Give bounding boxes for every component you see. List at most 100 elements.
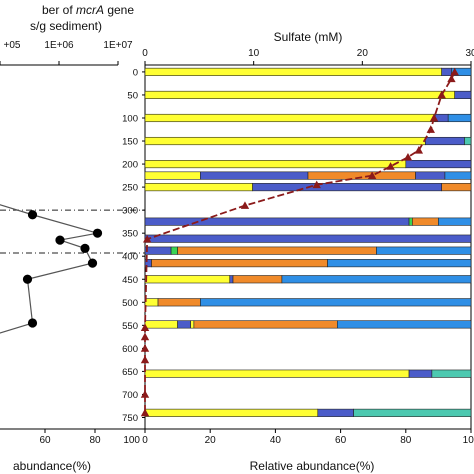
left-bottom-tick-label: 100: [123, 435, 140, 446]
sulfate-point: [386, 162, 395, 170]
mcra-point: [80, 243, 90, 253]
left-bottom-tick-label: 80: [89, 435, 101, 446]
mcra-point: [27, 210, 38, 220]
bar-segment-yellow: [144, 183, 253, 192]
bar-segment-yellow: [144, 90, 456, 99]
left-x-axis-label: abundance(%): [13, 459, 91, 473]
abundance-ticks: 0 20 40 60 80 100: [142, 429, 474, 446]
bar-segment-yellow: [144, 113, 436, 123]
bar-segment-indigo: [408, 369, 433, 378]
bar-segment-indigo: [405, 160, 472, 169]
abundance-tick-label: 20: [205, 435, 217, 446]
bar-segment-yellow: [144, 171, 201, 180]
sulfate-point: [140, 390, 150, 398]
bar-segment-yellow: [144, 136, 426, 146]
sulfate-point: [240, 201, 250, 209]
bar-segment-orange: [232, 275, 283, 284]
depth-tick-label: 50: [127, 90, 138, 101]
sulfate-point: [140, 332, 150, 341]
bar-segment-green: [408, 217, 413, 226]
depth-tick-label: 100: [122, 113, 138, 124]
left-panel: ber of mcrA gene s/g sediment) +05 1E+06 1…: [0, 3, 146, 473]
abundance-tick-label: 40: [270, 435, 282, 446]
depth-tick-label: 200: [122, 160, 138, 171]
bar-segment-yellow: [144, 275, 231, 284]
bar-segment-blue: [447, 113, 472, 123]
sulfate-point: [140, 344, 150, 352]
bar-segment-orange: [157, 298, 201, 307]
bar-segment-orange: [151, 259, 328, 268]
depth-ticks: 0 50 100 150 200 250 300 350 400 450 500 550 600 650 7…: [122, 67, 145, 424]
bar-segment-orange: [177, 246, 377, 255]
sulfate-point: [140, 323, 150, 331]
left-top-tick-label: +05: [4, 40, 21, 51]
bar-segment-yellow: [144, 67, 442, 76]
sulfate-point: [142, 234, 152, 243]
sulfate-point: [140, 408, 150, 417]
bar-segment-teal: [464, 136, 472, 146]
bar-segment-indigo: [144, 217, 410, 226]
mcra-axis-title-line2: s/g sediment): [30, 19, 102, 33]
abundance-axis-label: Relative abundance(%): [250, 459, 375, 473]
bar-segment-blue: [281, 275, 472, 284]
sulfate-tick-label: 10: [248, 48, 260, 59]
sulfate-tick-label: 20: [357, 48, 369, 59]
bar-segment-indigo: [144, 234, 472, 243]
sulfate-ticks: 0 10 20 30: [142, 48, 474, 65]
sulfate-point: [447, 74, 456, 83]
sulfate-point: [426, 125, 435, 133]
sulfate-profile: [140, 67, 459, 417]
bar-segment-indigo: [425, 136, 465, 146]
bar-segment-green: [170, 246, 178, 255]
bar-segment-yellow: [190, 320, 195, 329]
bar-segment-blue: [200, 298, 472, 307]
depth-tick-label: 550: [122, 321, 138, 332]
mcra-point: [22, 274, 33, 284]
depth-tick-label: 700: [122, 390, 138, 401]
depth-tick-label: 450: [122, 275, 138, 286]
bar-segment-indigo: [441, 67, 452, 76]
left-bottom-ticks: 60 80 100: [39, 429, 146, 446]
bar-segment-teal: [353, 408, 472, 417]
sulfate-tick-label: 30: [465, 48, 474, 59]
depth-tick-label: 250: [122, 183, 138, 194]
bar-segment-blue: [438, 217, 472, 226]
bar-segment-indigo: [144, 246, 172, 255]
depth-tick-label: 500: [122, 298, 138, 309]
sulfate-point: [140, 355, 150, 364]
left-top-tick-label: 1E+06: [44, 40, 74, 51]
abundance-tick-label: 60: [335, 435, 347, 446]
depth-tick-label: 650: [122, 367, 138, 378]
mcra-series: [0, 204, 103, 334]
bar-segment-teal: [431, 369, 472, 378]
depth-tick-label: 300: [122, 206, 138, 217]
bar-segment-indigo: [454, 90, 472, 99]
bar-segment-blue: [376, 246, 472, 255]
mcra-point: [92, 228, 103, 238]
bar-segment-blue: [327, 259, 472, 268]
bar-segment-orange: [412, 217, 439, 226]
mcra-point: [87, 258, 98, 268]
bar-segment-indigo: [229, 275, 234, 284]
bar-segment-blue: [337, 320, 472, 329]
bar-segment-indigo: [177, 320, 191, 329]
left-bottom-tick-label: 60: [39, 435, 51, 446]
sulfate-point: [367, 171, 377, 179]
community-bars: [144, 67, 472, 417]
depth-tick-label: 0: [133, 67, 138, 78]
depth-tick-label: 600: [122, 344, 138, 355]
sulfate-point: [450, 67, 459, 76]
abundance-tick-label: 80: [400, 435, 412, 446]
bar-segment-orange: [193, 320, 338, 329]
depth-tick-label: 350: [122, 229, 138, 240]
bar-segment-indigo: [200, 171, 309, 180]
bar-segment-indigo: [252, 183, 442, 192]
bar-segment-orange: [441, 183, 472, 192]
sulfate-point: [403, 152, 413, 161]
mcra-line: [0, 204, 98, 334]
left-top-tick-label: 1E+07: [103, 40, 133, 51]
abundance-tick-label: 0: [142, 435, 148, 446]
sulfate-point: [429, 113, 439, 122]
depth-tick-label: 400: [122, 252, 138, 263]
